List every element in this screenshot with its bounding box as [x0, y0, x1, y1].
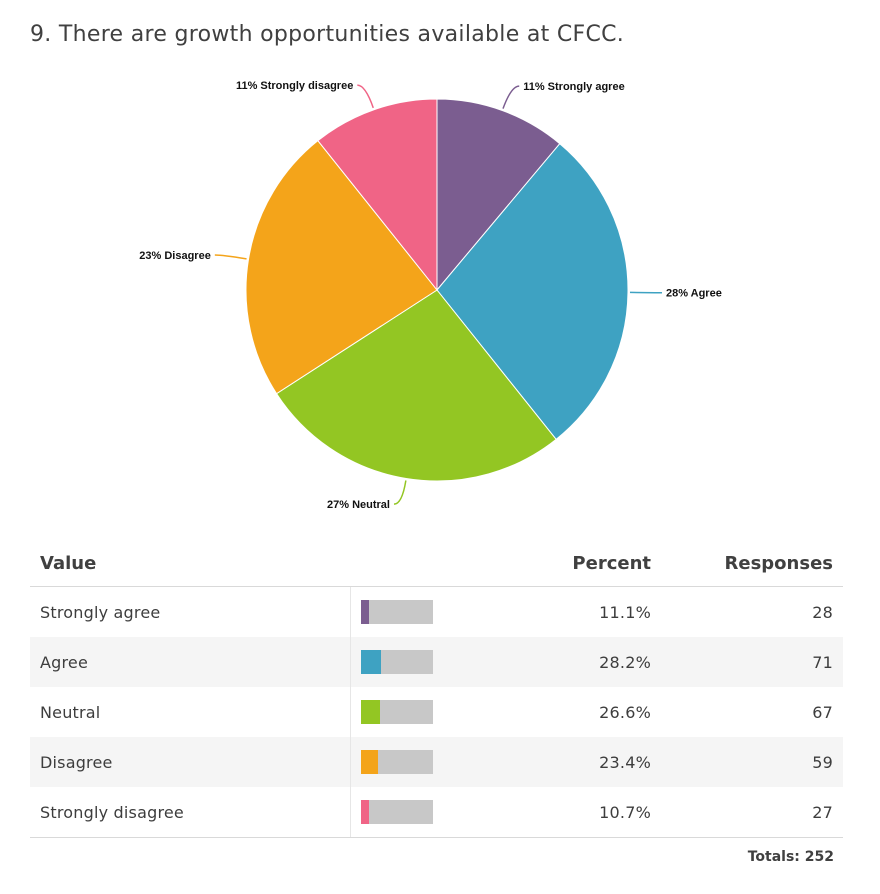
row-bar-cell — [350, 637, 491, 687]
pie-slice — [436, 98, 561, 292]
row-responses: 27 — [661, 787, 843, 838]
totals-label: Totals: 252 — [747, 849, 834, 865]
row-responses: 59 — [661, 737, 843, 787]
header-bar — [350, 540, 491, 587]
percent-bar-track — [361, 800, 433, 824]
row-responses: 28 — [812, 602, 833, 622]
row-value-label: Neutral — [40, 702, 101, 722]
percent-bar-fill — [361, 800, 369, 824]
results-table: Value Percent Responses Strongly agree 11… — [30, 540, 843, 838]
percent-bar-fill — [361, 650, 382, 674]
percent-bar-fill — [361, 600, 369, 624]
row-bar-cell — [350, 687, 491, 737]
row-percent: 28.2% — [491, 637, 661, 687]
pie-slice-label: 27% Neutral — [327, 499, 390, 511]
table-row: Strongly agree 11.1% 28 — [30, 586, 843, 637]
pie-slice — [317, 98, 438, 292]
row-responses: 67 — [812, 702, 833, 722]
row-bar-cell — [350, 737, 491, 787]
row-value-label: Agree — [30, 637, 351, 687]
row-value-label: Disagree — [30, 737, 351, 787]
table-header-row: Value Percent Responses — [30, 540, 843, 587]
table-row: Agree 28.2% 71 — [30, 637, 843, 687]
row-percent: 26.6% — [599, 702, 651, 722]
pie-slice-label: 11% Strongly disagree — [236, 80, 353, 92]
table-row: Disagree 23.4% 59 — [30, 737, 843, 787]
pie-slice — [245, 139, 438, 395]
pie-slice-label: 11% Strongly agree — [523, 81, 625, 93]
pie-leader-line — [214, 254, 247, 260]
pie-slice-label: 28% Agree — [666, 288, 722, 300]
percent-bar-track — [361, 600, 433, 624]
row-bar-cell — [350, 586, 491, 637]
pie-slice-label: 23% Disagree — [139, 250, 211, 262]
percent-bar-track — [361, 700, 433, 724]
header-percent: Percent — [491, 540, 661, 587]
pie-leader-line — [502, 85, 520, 109]
pie-slice — [436, 142, 629, 441]
percent-bar-track — [361, 650, 433, 674]
percent-bar-track — [361, 750, 433, 774]
row-responses: 71 — [661, 637, 843, 687]
pie-leader-line — [357, 84, 374, 109]
row-value-label: Strongly disagree — [30, 787, 351, 838]
percent-bar-fill — [361, 700, 381, 724]
header-value: Value — [30, 540, 351, 587]
table-row: Neutral 26.6% 67 — [30, 687, 843, 737]
row-percent: 11.1% — [599, 602, 651, 622]
pie-chart: 11% Strongly agree 28% Agree 27% Neutral 23… — [139, 80, 722, 511]
pie-slice — [275, 289, 557, 482]
row-bar-cell — [350, 787, 491, 838]
header-responses: Responses — [661, 540, 843, 587]
question-title: 9. There are growth opportunities availa… — [30, 22, 625, 47]
pie-leader-line — [393, 480, 407, 505]
row-percent: 10.7% — [491, 787, 661, 838]
row-value-label: Strongly agree — [40, 602, 161, 622]
row-percent: 23.4% — [491, 737, 661, 787]
table-row: Strongly disagree 10.7% 27 — [30, 787, 843, 838]
percent-bar-fill — [361, 750, 378, 774]
